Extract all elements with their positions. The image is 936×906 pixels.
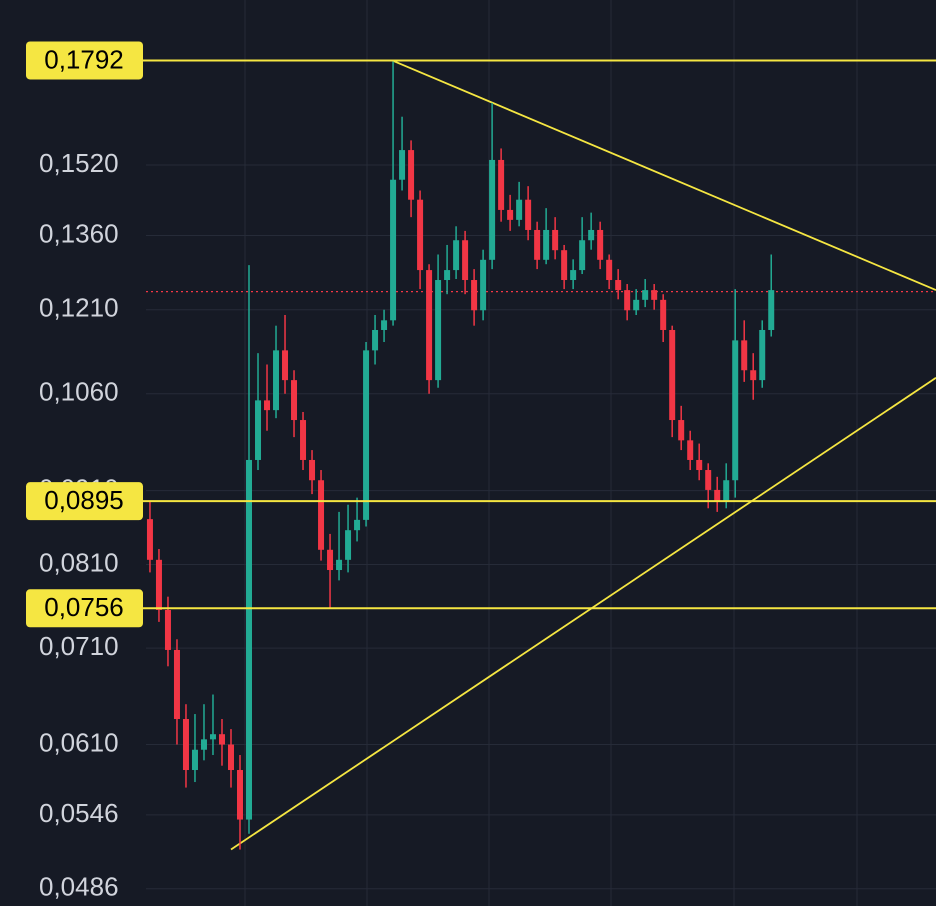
candle-body: [750, 370, 757, 381]
candle-body: [525, 199, 532, 230]
candle-body: [155, 559, 162, 610]
candle-body: [336, 559, 343, 571]
candle-body: [354, 519, 361, 531]
candle-body: [264, 400, 271, 411]
candle-body: [417, 199, 424, 271]
y-tick-label: 0,1060: [39, 377, 119, 407]
candle-body: [408, 150, 415, 200]
y-tick-label: 0,0610: [39, 727, 119, 757]
candle-body: [173, 649, 180, 720]
level-label: 0,1792: [44, 44, 124, 74]
candle-body: [651, 290, 658, 300]
candle-body: [642, 290, 649, 300]
candle-body: [291, 380, 298, 421]
candle-body: [273, 350, 280, 411]
candle-body: [714, 489, 721, 501]
candle-body: [227, 744, 234, 771]
candle-body: [588, 229, 595, 241]
y-tick-label: 0,1210: [39, 293, 119, 323]
level-label-box: [26, 589, 143, 628]
candle-body: [615, 280, 622, 291]
candle-body: [399, 150, 406, 180]
candle-body: [255, 400, 262, 460]
candle-body: [759, 329, 766, 381]
candle-body: [678, 420, 685, 441]
candle-body: [182, 719, 189, 771]
candle-body: [768, 290, 775, 330]
y-tick-label: 0,1360: [39, 218, 119, 248]
candle-body: [480, 259, 487, 311]
candle-body: [570, 270, 577, 281]
y-tick-label: 0,0486: [39, 872, 119, 902]
y-tick-label: 0,0546: [39, 798, 119, 828]
candle-body: [218, 734, 225, 745]
candle-body: [489, 159, 496, 260]
candle-body: [435, 280, 442, 381]
trend-line: [391, 59, 936, 291]
candle-body: [462, 240, 469, 281]
candle-body: [453, 240, 460, 271]
candle-body: [696, 459, 703, 471]
candle-body: [246, 459, 253, 820]
candle-body: [741, 340, 748, 371]
level-label-box: [26, 482, 143, 521]
level-label: 0,0895: [44, 485, 124, 515]
level-label-box: [26, 41, 143, 80]
candle-body: [327, 549, 334, 571]
candle-body: [200, 739, 207, 750]
candle-body: [633, 299, 640, 311]
candle-body: [606, 259, 613, 281]
candle-body: [561, 250, 568, 281]
candle-body: [552, 229, 559, 251]
candle-body: [164, 609, 171, 650]
candle-body: [426, 270, 433, 381]
candle-body: [318, 480, 325, 550]
candle-body: [543, 229, 550, 260]
candle-body: [390, 179, 397, 321]
candle-body: [669, 329, 676, 421]
candle-body: [372, 329, 379, 351]
candle-body: [498, 159, 505, 210]
candle-body: [471, 280, 478, 311]
candle-body: [687, 440, 694, 460]
trend-line: [230, 377, 936, 851]
candle-body: [237, 770, 244, 820]
candle-body: [381, 320, 388, 330]
level-label: 0,0756: [44, 592, 124, 622]
candle-body: [624, 290, 631, 311]
candle-body: [516, 199, 523, 220]
candle-body: [597, 229, 604, 260]
candle-body: [723, 480, 730, 501]
candle-body: [363, 350, 370, 520]
candle-body: [705, 470, 712, 490]
candle-body: [660, 299, 667, 330]
candle-body: [579, 240, 586, 271]
candle-body: [507, 209, 514, 220]
candle-body: [300, 420, 307, 460]
candle-body: [282, 350, 289, 381]
candle-body: [345, 530, 352, 560]
candle-body: [146, 519, 153, 560]
candle-body: [191, 749, 198, 771]
candle-body: [309, 459, 316, 481]
y-tick-label: 0,0710: [39, 631, 119, 661]
candle-body: [444, 270, 451, 281]
y-tick-label: 0,1520: [39, 148, 119, 178]
y-tick-label: 0,0810: [39, 547, 119, 577]
candle-body: [209, 734, 216, 740]
candle-body: [732, 340, 739, 481]
candle-body: [534, 229, 541, 260]
